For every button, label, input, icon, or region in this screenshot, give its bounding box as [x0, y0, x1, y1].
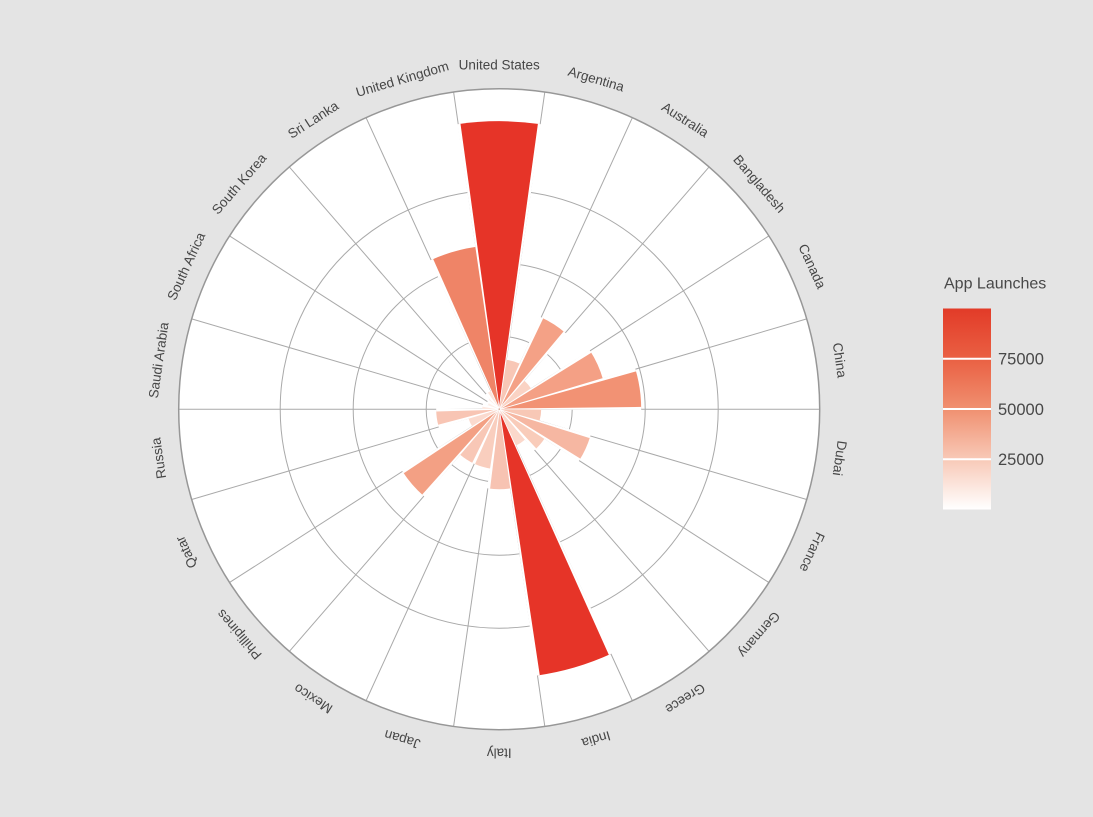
svg-text:France: France	[797, 530, 828, 574]
svg-text:Japan: Japan	[383, 727, 423, 752]
svg-text:Dubai: Dubai	[830, 440, 850, 477]
svg-text:Argentina: Argentina	[566, 64, 626, 95]
svg-text:Saudi Arabia: Saudi Arabia	[146, 321, 172, 399]
svg-text:Canada: Canada	[795, 242, 828, 292]
svg-text:India: India	[579, 728, 612, 751]
svg-text:25000: 25000	[998, 451, 1044, 469]
svg-text:50000: 50000	[998, 401, 1044, 419]
svg-text:Mexico: Mexico	[291, 681, 335, 717]
svg-text:United States: United States	[459, 58, 540, 73]
svg-text:China: China	[830, 342, 850, 380]
svg-text:Italy: Italy	[487, 746, 512, 761]
svg-text:75000: 75000	[998, 351, 1044, 369]
svg-text:Greece: Greece	[663, 680, 708, 717]
svg-text:United Kingdom: United Kingdom	[354, 58, 450, 99]
svg-text:Australia: Australia	[659, 99, 712, 140]
svg-text:Qatar: Qatar	[172, 533, 200, 570]
svg-text:Russia: Russia	[148, 436, 169, 479]
svg-text:App Launches: App Launches	[944, 276, 1046, 293]
